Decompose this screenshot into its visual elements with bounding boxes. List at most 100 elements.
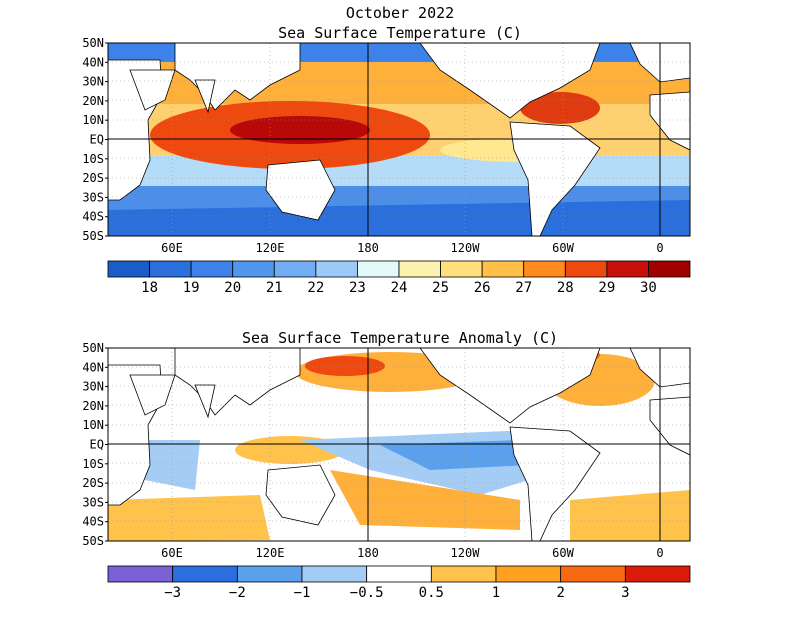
colorbar-swatch xyxy=(648,260,691,278)
figure-title: October 2022 xyxy=(346,4,454,22)
lon-label: 120E xyxy=(256,241,285,255)
colorbar-swatch xyxy=(440,260,483,278)
colorbar-label: 21 xyxy=(266,280,283,296)
colorbar-swatch xyxy=(481,260,525,278)
colorbar-swatch xyxy=(495,565,562,583)
colorbar-swatch xyxy=(606,260,649,278)
colorbar-swatch xyxy=(107,565,174,583)
sst-lon-labels: 60E 120E 180 120W 60W 0 xyxy=(161,241,663,255)
sst-panel-title: Sea Surface Temperature (C) xyxy=(278,24,522,42)
lon-label: 0 xyxy=(656,241,663,255)
lat-label: 20N xyxy=(82,399,104,413)
anomaly-land xyxy=(108,348,690,541)
sst-graticule xyxy=(108,43,690,236)
lon-label: 120E xyxy=(256,546,285,560)
colorbar-label: 30 xyxy=(640,280,657,296)
lat-label: 20S xyxy=(82,476,104,490)
colorbar-label: 25 xyxy=(432,280,449,296)
lat-label: 20N xyxy=(82,94,104,108)
lat-label: 40S xyxy=(82,210,104,224)
lon-label: 60W xyxy=(552,546,574,560)
lat-label: 20S xyxy=(82,171,104,185)
anomaly-map: 50N 40N 30N 20N 10N EQ 10S 20S 30S 40S 50S 60E 120E… xyxy=(82,341,691,560)
colorbar-swatch xyxy=(523,260,566,278)
lon-label: 60E xyxy=(161,241,183,255)
lon-label: 120W xyxy=(451,546,481,560)
colorbar-label: −1 xyxy=(294,585,311,601)
colorbar-label: −0.5 xyxy=(350,585,384,601)
india-land xyxy=(194,384,216,419)
lat-label: 30N xyxy=(82,75,104,89)
anomaly-npac-hot xyxy=(305,356,385,376)
colorbar-label: 28 xyxy=(557,280,574,296)
colorbar-label: 26 xyxy=(474,280,491,296)
colorbar-swatch xyxy=(273,260,317,278)
lat-label: 30S xyxy=(82,495,104,509)
sst-map: 50N 40N 30N 20N 10N EQ 10S 20S 30S 40S 50S 60E 120E… xyxy=(82,36,691,255)
lon-label: 120W xyxy=(451,241,481,255)
colorbar-label: 27 xyxy=(515,280,532,296)
lon-label: 0 xyxy=(656,546,663,560)
lat-label: 10S xyxy=(82,152,104,166)
india-land xyxy=(194,79,216,114)
colorbar-label: 22 xyxy=(307,280,324,296)
lon-label: 180 xyxy=(357,546,379,560)
colorbar-swatch xyxy=(357,260,400,278)
lon-label: 60W xyxy=(552,241,574,255)
colorbar-swatch xyxy=(301,565,368,583)
colorbar-label: 29 xyxy=(598,280,615,296)
anomaly-la-nina-core xyxy=(380,440,530,470)
lat-label: 10N xyxy=(82,113,104,127)
colorbar-label: 1 xyxy=(492,585,500,601)
colorbar-swatch xyxy=(232,260,275,278)
anomaly-south-warm xyxy=(108,495,270,541)
south-america-land xyxy=(509,121,601,236)
lat-label: 50S xyxy=(82,534,104,548)
lat-label: 10N xyxy=(82,418,104,432)
anomaly-lon-labels: 60E 120E 180 120W 60W 0 xyxy=(161,546,663,560)
sst-warm-pool-core xyxy=(230,116,370,144)
lat-label: 40N xyxy=(82,360,104,374)
colorbar-label: 0.5 xyxy=(419,585,444,601)
lat-label: 50N xyxy=(82,36,104,50)
sst-colorbar: 18 19 20 21 22 23 24 25 26 27 28 29 30 xyxy=(107,260,691,296)
colorbar-label: −3 xyxy=(164,585,181,601)
anomaly-panel-title: Sea Surface Temperature Anomaly (C) xyxy=(242,329,558,347)
lon-label: 180 xyxy=(357,241,379,255)
australia-land xyxy=(265,159,336,221)
colorbar-swatch xyxy=(172,565,238,583)
colorbar-swatch xyxy=(190,260,234,278)
colorbar-label: 23 xyxy=(349,280,366,296)
lat-label: 40N xyxy=(82,55,104,69)
colorbar-swatch xyxy=(398,260,441,278)
colorbar-label: 24 xyxy=(391,280,408,296)
colorbar-swatch xyxy=(315,260,358,278)
colorbar-swatch xyxy=(430,565,497,583)
colorbar-label: 2 xyxy=(556,585,564,601)
lat-label: EQ xyxy=(90,438,104,452)
lat-label: 50S xyxy=(82,229,104,243)
colorbar-label: −2 xyxy=(229,585,246,601)
colorbar-swatch xyxy=(560,565,626,583)
colorbar-swatch xyxy=(149,260,192,278)
lat-label: 30S xyxy=(82,190,104,204)
colorbar-swatch xyxy=(624,565,691,583)
colorbar-swatch xyxy=(564,260,608,278)
lat-label: 10S xyxy=(82,457,104,471)
australia-land xyxy=(265,464,336,526)
lon-label: 60E xyxy=(161,546,183,560)
colorbar-swatch xyxy=(366,565,432,583)
anomaly-colorbar: −3 −2 −1 −0.5 0.5 1 2 3 xyxy=(107,565,691,601)
colorbar-label: 19 xyxy=(183,280,200,296)
colorbar-label: 20 xyxy=(224,280,241,296)
colorbar-label: 18 xyxy=(141,280,158,296)
anomaly-spac-warm xyxy=(330,470,520,530)
lat-label: 40S xyxy=(82,515,104,529)
lat-label: 50N xyxy=(82,341,104,355)
colorbar-label: 3 xyxy=(621,585,629,601)
lat-label: EQ xyxy=(90,133,104,147)
anomaly-graticule xyxy=(108,348,690,541)
sst-field-band xyxy=(108,156,690,186)
sst-lat-labels: 50N 40N 30N 20N 10N EQ 10S 20S 30S 40S 50S xyxy=(82,36,108,243)
